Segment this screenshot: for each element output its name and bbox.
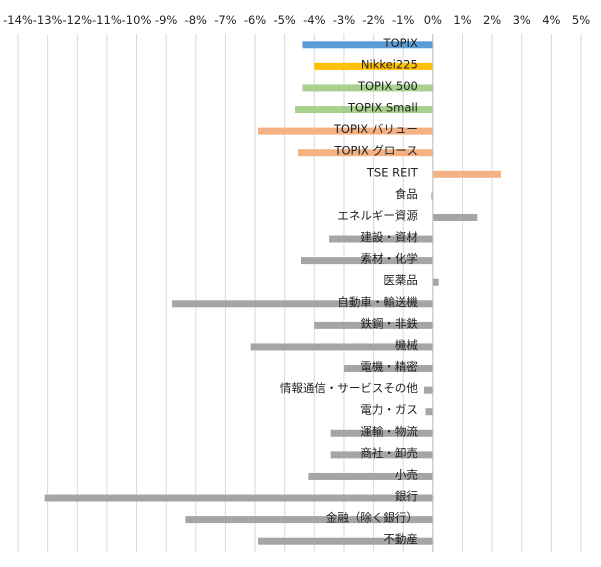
category-label: エネルギー資源 xyxy=(337,208,418,222)
category-label: 自動車・輸送機 xyxy=(337,295,418,309)
category-label: 小売 xyxy=(395,467,418,481)
category-labels: TOPIX Nikkei225 TOPIX 500 TOPIX Small TOPIX … xyxy=(280,36,419,546)
category-label: 不動産 xyxy=(383,532,418,546)
x-tick-label: -12% xyxy=(62,13,92,27)
bar xyxy=(330,451,433,459)
x-tick-label: -2% xyxy=(362,13,384,27)
category-label: 情報通信・サービスその他 xyxy=(280,381,418,395)
category-label: 銀行 xyxy=(395,489,418,503)
bar xyxy=(185,516,433,524)
x-tick-label: -14% xyxy=(3,13,33,27)
bar xyxy=(431,192,433,200)
category-label: TSE REIT xyxy=(366,165,419,179)
category-label: TOPIX グロース xyxy=(333,144,417,158)
category-label: Nikkei225 xyxy=(361,57,418,71)
x-tick-label: 0% xyxy=(424,13,442,27)
bar xyxy=(432,213,478,221)
category-label: 鉄鋼・非鉄 xyxy=(360,316,418,330)
category-label: TOPIX xyxy=(383,36,418,50)
category-label: 運輸・物流 xyxy=(360,424,418,438)
x-tick-label: -9% xyxy=(155,13,177,27)
category-label: 金融（除く銀行） xyxy=(326,511,418,525)
bar xyxy=(295,106,433,114)
bar xyxy=(314,321,433,329)
bar xyxy=(44,494,433,502)
bar xyxy=(425,408,433,416)
x-tick-label: -7% xyxy=(214,13,236,27)
x-tick-label: -5% xyxy=(273,13,295,27)
bar xyxy=(308,472,433,480)
category-label: 建設・資材 xyxy=(360,230,418,244)
bar xyxy=(300,257,433,265)
x-axis-ticks: -14% -13% -12% -11% -10% -9% -8% -7% -6% -5% -4% -3… xyxy=(3,13,590,27)
category-label: 食品 xyxy=(395,187,418,201)
category-label: 商社・卸売 xyxy=(360,446,418,460)
bar xyxy=(298,149,433,157)
x-tick-label: -8% xyxy=(185,13,207,27)
bar xyxy=(302,84,433,92)
x-tick-label: -10% xyxy=(122,13,152,27)
bar xyxy=(423,386,433,394)
bar xyxy=(432,170,501,178)
bar xyxy=(172,300,433,308)
category-label: 電機・精密 xyxy=(360,360,418,374)
x-tick-label: -13% xyxy=(33,13,63,27)
bar xyxy=(258,537,433,545)
category-label: TOPIX バリュー xyxy=(333,122,418,136)
bar xyxy=(330,429,433,437)
x-tick-label: 1% xyxy=(453,13,471,27)
category-label: 電力・ガス xyxy=(360,403,418,417)
bar xyxy=(329,235,433,243)
category-label: TOPIX Small xyxy=(347,101,418,115)
x-tick-label: 5% xyxy=(572,13,590,27)
category-label: 医薬品 xyxy=(383,273,418,287)
bars xyxy=(44,41,501,545)
category-label: TOPIX 500 xyxy=(357,79,418,93)
bar xyxy=(343,365,433,373)
x-tick-label: -6% xyxy=(244,13,266,27)
category-label: 素材・化学 xyxy=(360,252,418,266)
bar xyxy=(314,62,433,70)
bar xyxy=(302,41,433,49)
x-tick-label: 3% xyxy=(513,13,531,27)
bar xyxy=(258,127,433,135)
x-tick-label: -3% xyxy=(333,13,355,27)
x-tick-label: -11% xyxy=(92,13,122,27)
x-tick-label: -1% xyxy=(392,13,414,27)
gridlines xyxy=(17,34,582,552)
category-label: 機械 xyxy=(395,338,418,352)
x-tick-label: 2% xyxy=(483,13,501,27)
bar xyxy=(432,278,439,286)
bar xyxy=(250,343,433,351)
x-tick-label: -4% xyxy=(303,13,325,27)
x-tick-label: 4% xyxy=(542,13,560,27)
